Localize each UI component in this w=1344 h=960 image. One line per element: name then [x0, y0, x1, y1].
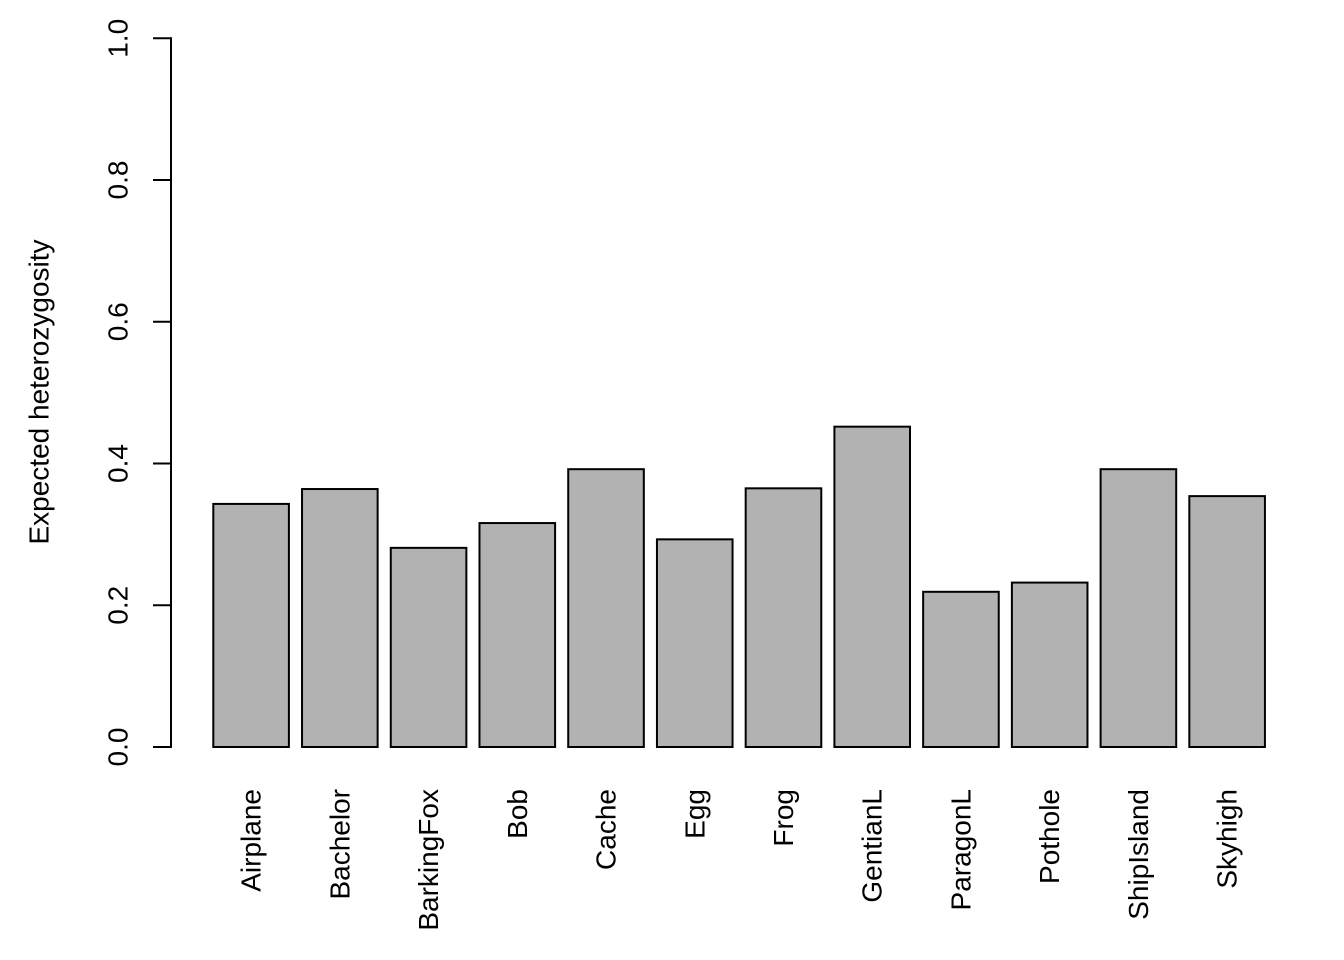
bar-gentianl	[833, 425, 912, 748]
x-category-label: Egg	[679, 789, 710, 839]
x-category-label: GentianL	[857, 789, 888, 903]
bar-bob	[478, 522, 557, 748]
y-tick-label: 0.0	[103, 728, 134, 767]
bar-paragonl	[922, 590, 1000, 748]
x-category-label: Frog	[768, 789, 799, 847]
y-tick-label: 0.4	[103, 444, 134, 483]
y-tick-label: 0.8	[103, 161, 134, 200]
x-category-label: Airplane	[236, 789, 267, 892]
bar-bachelor	[301, 488, 379, 748]
x-category-label: Pothole	[1034, 789, 1065, 884]
bar-cache	[567, 468, 645, 748]
x-category-label: Cache	[591, 789, 622, 870]
x-category-label: Bachelor	[324, 789, 355, 900]
x-category-label: ParagonL	[945, 789, 976, 910]
y-tick-label: 0.2	[103, 586, 134, 625]
bar-skyhigh	[1188, 495, 1266, 749]
bar-pothole	[1010, 581, 1089, 748]
bar-barkingfox	[389, 546, 468, 748]
y-tick-label: 1.0	[103, 19, 134, 58]
bar-frog	[744, 487, 823, 748]
x-category-label: BarkingFox	[413, 789, 444, 931]
x-category-label: Skyhigh	[1212, 789, 1243, 889]
y-axis-title: Expected heterozygosity	[24, 239, 55, 544]
x-category-label: ShipIsland	[1123, 789, 1154, 920]
bar-airplane	[212, 502, 290, 748]
bar-egg	[655, 538, 734, 748]
x-category-label: Bob	[502, 789, 533, 839]
y-tick-label: 0.6	[103, 302, 134, 341]
bar-shipisland	[1099, 468, 1178, 748]
plot-area: 0.0 0.2 0.4 0.6 0.8 1.0 Airplane Bachelor Barkin…	[103, 19, 1266, 931]
